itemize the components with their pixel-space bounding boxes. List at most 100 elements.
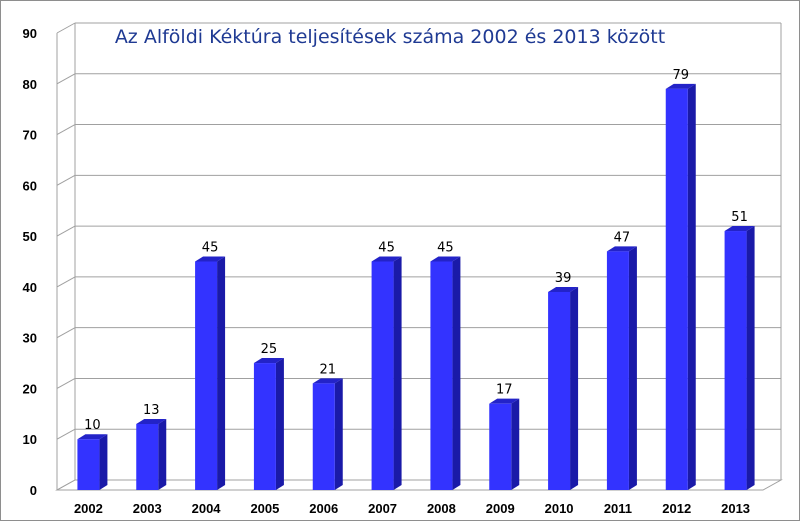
gridline-side <box>56 174 76 186</box>
bar-front <box>371 261 394 490</box>
x-tick-label: 2003 <box>133 501 162 516</box>
gridline-side <box>56 225 76 237</box>
bar-side <box>511 398 520 490</box>
bar-top <box>371 256 402 262</box>
gridline-side <box>56 22 76 34</box>
bar-2004 <box>195 256 226 490</box>
data-label: 39 <box>555 271 572 286</box>
x-tick-label: 2012 <box>662 501 691 516</box>
bar-front <box>724 231 747 491</box>
bar-top <box>724 226 755 232</box>
data-label: 45 <box>202 241 219 256</box>
y-tick-label: 70 <box>23 128 37 143</box>
x-tick-label: 2010 <box>545 501 574 516</box>
data-label: 10 <box>84 418 101 433</box>
bars <box>77 83 755 491</box>
x-tick-label: 2006 <box>309 501 338 516</box>
bar-2005 <box>253 358 284 490</box>
y-tick-label: 10 <box>23 432 37 447</box>
gridline-side <box>56 378 76 389</box>
gridlines <box>56 22 781 491</box>
bar-front <box>136 423 159 490</box>
data-label: 51 <box>731 210 748 225</box>
bar-front <box>253 363 276 490</box>
x-tick-label: 2009 <box>486 501 515 516</box>
bar-side <box>158 418 167 490</box>
bar-2006 <box>312 378 343 490</box>
gridline-side <box>56 276 76 288</box>
bar-side <box>628 246 637 490</box>
bar-side <box>334 378 343 490</box>
bar-top <box>253 358 284 364</box>
bar-side <box>275 358 284 490</box>
gridline-side <box>56 124 76 135</box>
bar-2007 <box>371 256 402 490</box>
bar-side <box>746 226 755 491</box>
bar-front <box>489 403 512 490</box>
data-label: 47 <box>614 230 631 245</box>
y-tick-label: 20 <box>23 381 37 396</box>
bar-top <box>489 398 520 404</box>
bar-top <box>606 246 637 252</box>
bar-2003 <box>136 418 167 490</box>
bar-side <box>687 83 696 490</box>
x-tick-label: 2007 <box>368 501 397 516</box>
data-label: 45 <box>437 241 454 256</box>
bar-front <box>430 261 453 490</box>
y-tick-label: 40 <box>23 280 37 295</box>
bar-2013 <box>724 226 755 491</box>
bar-front <box>548 291 571 490</box>
bar-front <box>606 251 629 490</box>
data-label: 13 <box>143 403 160 418</box>
x-tick-label: 2002 <box>74 501 103 516</box>
chart-title: Az Alföldi Kéktúra teljesítések száma 20… <box>115 26 665 48</box>
bar-front <box>195 261 218 490</box>
bar-top <box>195 256 226 262</box>
bar-top <box>312 378 343 384</box>
y-tick-label: 60 <box>23 178 37 193</box>
bar-side <box>393 256 402 490</box>
bar-top <box>548 286 579 292</box>
bar-front <box>665 88 688 490</box>
x-tick-label: 2008 <box>427 501 456 516</box>
data-label: 45 <box>378 241 395 256</box>
y-tick-label: 90 <box>23 26 37 41</box>
x-tick-label: 2005 <box>250 501 279 516</box>
axes <box>55 23 783 491</box>
gridline-side <box>56 73 76 85</box>
bar-top <box>430 256 461 262</box>
y-tick-label: 0 <box>30 483 37 498</box>
gridline-side <box>56 327 76 339</box>
y-tick-label: 50 <box>23 229 37 244</box>
bar-top <box>136 418 167 424</box>
x-axis-ticks: 2002 2003 2004 2005 2006 2007 2008 2009 2010 2011… <box>74 501 750 516</box>
x-tick-label: 2013 <box>721 501 750 516</box>
bar-side <box>452 256 461 490</box>
data-label: 21 <box>319 362 336 377</box>
bar-front <box>312 383 335 490</box>
data-labels: 10 13 45 25 21 45 45 17 39 47 79 51 <box>84 68 748 433</box>
bar-side <box>217 256 226 490</box>
gridline-side <box>56 428 76 440</box>
bar-2002 <box>77 434 108 490</box>
x-tick-label: 2004 <box>192 501 222 516</box>
bar-side <box>570 286 579 490</box>
bar-2012 <box>665 83 696 490</box>
data-label: 17 <box>496 383 513 398</box>
bar-top <box>665 83 696 89</box>
bar-2011 <box>606 246 637 490</box>
x-tick-label: 2011 <box>604 501 632 516</box>
data-label: 79 <box>672 68 689 83</box>
bar-2009 <box>489 398 520 490</box>
bar-top <box>77 434 108 440</box>
y-tick-label: 30 <box>23 331 37 346</box>
bar-side <box>99 434 108 490</box>
y-axis-ticks: 0 10 20 30 40 50 60 70 80 90 <box>23 26 37 498</box>
bar-front <box>77 439 100 490</box>
y-tick-label: 80 <box>23 77 37 92</box>
bar-2008 <box>430 256 461 490</box>
data-label: 25 <box>261 342 278 357</box>
bar-2010 <box>548 286 579 490</box>
